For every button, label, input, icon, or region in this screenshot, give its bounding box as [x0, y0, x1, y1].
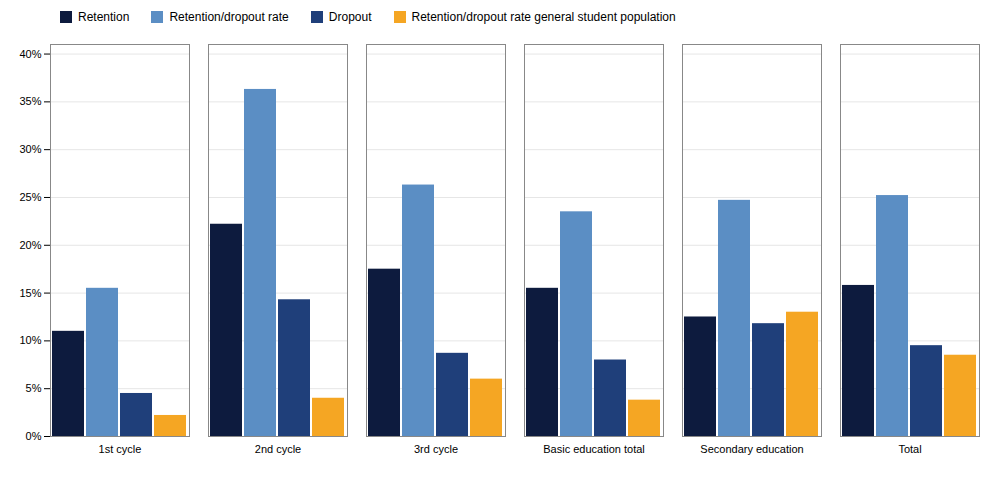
svg-text:Secondary education: Secondary education — [700, 443, 803, 455]
html-text:Retention/dropout rate general: Retention/dropout rate general student p… — [411, 10, 676, 24]
html-text:Dropout: Dropout — [328, 10, 372, 24]
svg-text:Total: Total — [898, 443, 921, 455]
svg-text:30%: 30% — [19, 143, 41, 155]
svg-text:20%: 20% — [19, 239, 41, 251]
svg-text:25%: 25% — [19, 191, 41, 203]
svg-text:15%: 15% — [19, 287, 41, 299]
svg-text:35%: 35% — [19, 95, 41, 107]
svg-text:2nd cycle: 2nd cycle — [255, 443, 301, 455]
svg-text:1st cycle: 1st cycle — [99, 443, 142, 455]
svg-text:10%: 10% — [19, 334, 41, 346]
svg-text:40%: 40% — [19, 48, 41, 60]
html-text:Retention/dropout rate: Retention/dropout rate — [169, 10, 289, 24]
svg-text:3rd cycle: 3rd cycle — [414, 443, 458, 455]
svg-text:5%: 5% — [26, 382, 42, 394]
svg-text:Basic education total: Basic education total — [543, 443, 645, 455]
svg-text:0%: 0% — [26, 430, 42, 442]
html-text:Retention: Retention — [78, 10, 130, 24]
